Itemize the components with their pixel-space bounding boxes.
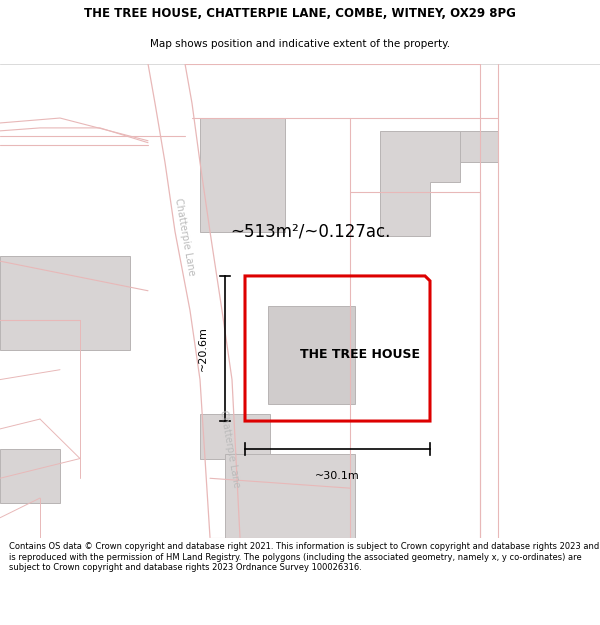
Text: THE TREE HOUSE, CHATTERPIE LANE, COMBE, WITNEY, OX29 8PG: THE TREE HOUSE, CHATTERPIE LANE, COMBE, …	[84, 8, 516, 21]
Polygon shape	[225, 454, 355, 538]
Polygon shape	[268, 306, 355, 404]
Polygon shape	[0, 449, 60, 503]
Text: ~30.1m: ~30.1m	[315, 471, 360, 481]
Polygon shape	[460, 131, 498, 162]
Text: ~513m²/~0.127ac.: ~513m²/~0.127ac.	[230, 222, 390, 241]
Text: THE TREE HOUSE: THE TREE HOUSE	[300, 348, 420, 361]
Text: Map shows position and indicative extent of the property.: Map shows position and indicative extent…	[150, 39, 450, 49]
Text: Chatterpie Lane: Chatterpie Lane	[218, 409, 242, 488]
Polygon shape	[0, 256, 130, 350]
Polygon shape	[200, 414, 270, 459]
Polygon shape	[380, 131, 460, 236]
Text: Chatterpie Lane: Chatterpie Lane	[173, 197, 197, 276]
Polygon shape	[200, 118, 285, 231]
Text: ~20.6m: ~20.6m	[198, 326, 208, 371]
Text: Contains OS data © Crown copyright and database right 2021. This information is : Contains OS data © Crown copyright and d…	[9, 542, 599, 572]
